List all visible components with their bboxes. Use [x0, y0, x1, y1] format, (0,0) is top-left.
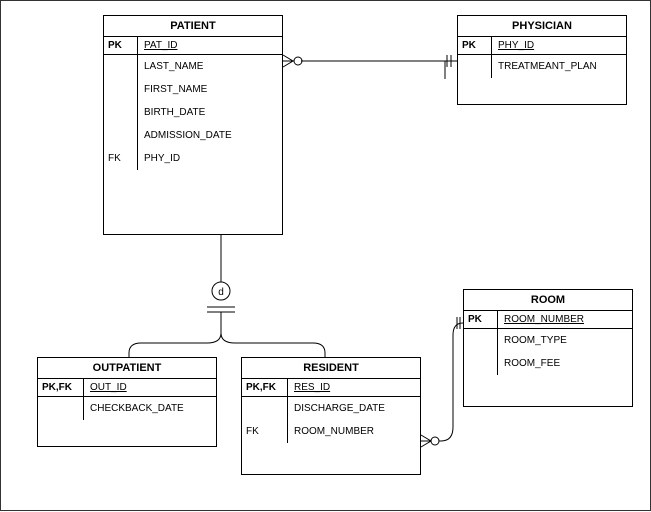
outpatient-row0-attr: OUT_ID — [84, 379, 216, 396]
outpatient-row0-key: PK,FK — [38, 379, 84, 396]
room-row1-attr: ROOM_TYPE — [498, 329, 632, 352]
physician-row1-attr: TREATMEANT_PLAN — [492, 55, 626, 78]
entity-patient-title: PATIENT — [104, 16, 282, 37]
patient-row1-key — [104, 55, 138, 78]
entity-patient: PATIENT PK PAT_ID LAST_NAME FIRST_NAME B… — [103, 15, 283, 235]
patient-row0-key: PK — [104, 37, 138, 54]
patient-row4-key — [104, 124, 138, 147]
entity-resident-title: RESIDENT — [242, 358, 420, 379]
physician-row0-attr: PHY_ID — [492, 37, 626, 54]
physician-row1-key — [458, 55, 492, 78]
resident-row2-attr: ROOM_NUMBER — [288, 420, 420, 443]
disjoint-label: d — [218, 287, 224, 298]
room-row0-attr: ROOM_NUMBER — [498, 311, 632, 328]
room-row2-attr: ROOM_FEE — [498, 352, 632, 375]
outpatient-row1-key — [38, 397, 84, 420]
patient-row3-attr: BIRTH_DATE — [138, 101, 282, 124]
entity-resident: RESIDENT PK,FK RES_ID DISCHARGE_DATE FKR… — [241, 357, 421, 475]
entity-physician-title: PHYSICIAN — [458, 16, 626, 37]
patient-row1-attr: LAST_NAME — [138, 55, 282, 78]
resident-row2-key: FK — [242, 420, 288, 443]
outpatient-row1-attr: CHECKBACK_DATE — [84, 397, 216, 420]
patient-row5-attr: PHY_ID — [138, 147, 282, 170]
resident-row1-attr: DISCHARGE_DATE — [288, 397, 420, 420]
patient-row2-key — [104, 78, 138, 101]
resident-row1-key — [242, 397, 288, 420]
room-row1-key — [464, 329, 498, 352]
physician-row0-key: PK — [458, 37, 492, 54]
entity-outpatient-title: OUTPATIENT — [38, 358, 216, 379]
entity-room: ROOM PK ROOM_NUMBER ROOM_TYPE ROOM_FEE — [463, 289, 633, 407]
patient-row2-attr: FIRST_NAME — [138, 78, 282, 101]
patient-row4-attr: ADMISSION_DATE — [138, 124, 282, 147]
patient-row0-attr: PAT_ID — [138, 37, 282, 54]
resident-row0-attr: RES_ID — [288, 379, 420, 396]
entity-physician: PHYSICIAN PK PHY_ID TREATMEANT_PLAN — [457, 15, 627, 105]
room-row2-key — [464, 352, 498, 375]
entity-room-title: ROOM — [464, 290, 632, 311]
room-row0-key: PK — [464, 311, 498, 328]
patient-row3-key — [104, 101, 138, 124]
resident-row0-key: PK,FK — [242, 379, 288, 396]
entity-outpatient: OUTPATIENT PK,FK OUT_ID CHECKBACK_DATE — [37, 357, 217, 447]
patient-row5-key: FK — [104, 147, 138, 170]
er-diagram-canvas: d PATIENT PK PAT_ID LAST_NAME FIRST_NAME… — [0, 0, 651, 511]
